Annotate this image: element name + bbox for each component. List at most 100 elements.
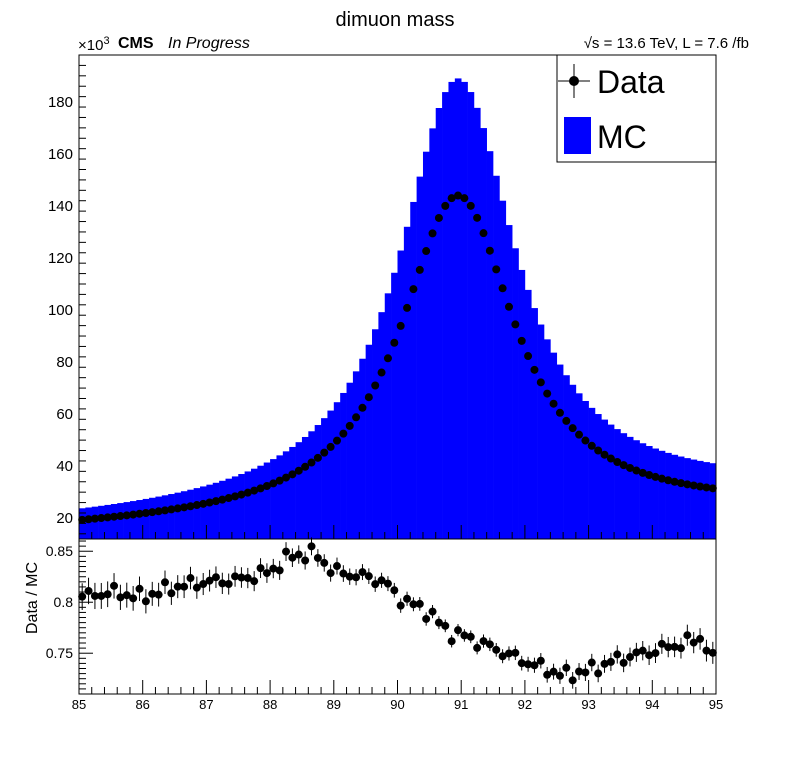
- data-point: [307, 458, 316, 467]
- ratio-point: [282, 542, 291, 562]
- ratio-point: [122, 582, 131, 608]
- ratio-point: [160, 570, 169, 595]
- data-point: [84, 515, 93, 524]
- data-point: [504, 302, 513, 311]
- mc-bar: [620, 433, 628, 539]
- mc-bar: [308, 431, 315, 539]
- ratio-point: [275, 560, 284, 580]
- ratio-point: [205, 569, 214, 592]
- mc-bar: [352, 371, 360, 539]
- ratio-point: [199, 573, 208, 596]
- ratio-point: [485, 637, 494, 652]
- ratio-point: [352, 569, 361, 586]
- mc-bar: [416, 176, 424, 539]
- ratio-point: [415, 597, 424, 611]
- data-point: [396, 321, 405, 330]
- ratio-point: [632, 642, 641, 662]
- data-point: [256, 484, 265, 493]
- mc-bar: [359, 358, 366, 539]
- ratio-point: [313, 549, 322, 567]
- ratio-point: [619, 653, 628, 673]
- data-point: [269, 479, 278, 488]
- legend-data-marker: [558, 64, 590, 98]
- mc-bar: [289, 446, 296, 539]
- data-point: [224, 494, 233, 503]
- ratio-point: [377, 572, 386, 588]
- data-point: [447, 194, 456, 203]
- mc-bar: [219, 480, 226, 539]
- mc-bar: [461, 81, 468, 540]
- ratio-point: [626, 647, 635, 667]
- ratio-point: [211, 566, 220, 588]
- data-point: [555, 408, 564, 417]
- mc-bar: [187, 489, 194, 539]
- ratio-point: [237, 567, 246, 588]
- data-point: [345, 421, 354, 430]
- mc-bar: [384, 293, 392, 539]
- mc-bar: [129, 501, 137, 539]
- mc-bar: [155, 496, 163, 539]
- main-plot: 20 40 60 80 100 120 140 160 180: [48, 54, 717, 540]
- mc-bar: [301, 436, 309, 539]
- mc-bar: [391, 272, 398, 539]
- data-point: [454, 191, 463, 200]
- data-point: [683, 480, 692, 489]
- data-point: [243, 488, 252, 497]
- ratio-point: [498, 649, 507, 664]
- data-point: [428, 229, 437, 238]
- data-point: [517, 336, 526, 345]
- data-point: [90, 514, 99, 523]
- data-point: [294, 466, 303, 475]
- data-point: [301, 462, 310, 471]
- mc-bar: [665, 452, 672, 539]
- ratio-plot: 0.75 0.8 0.85 85 86 87 88 89 90 91 92 93 94 95: [46, 537, 723, 712]
- ratio-point: [555, 667, 564, 684]
- mc-bar: [442, 92, 449, 539]
- mc-bar: [499, 200, 507, 539]
- ratio-point: [594, 664, 603, 683]
- chart-title: dimuon mass: [336, 9, 455, 31]
- ratio-point: [543, 666, 552, 683]
- mc-bar: [658, 450, 666, 539]
- status-label: In Progress: [168, 35, 250, 52]
- data-point: [434, 213, 443, 222]
- data-point: [154, 507, 163, 516]
- mc-bar: [117, 503, 124, 539]
- ratio-point: [645, 645, 654, 666]
- ratio-point: [524, 656, 533, 672]
- mc-bar: [435, 108, 443, 539]
- mc-bar: [677, 456, 685, 539]
- ratio-point: [581, 663, 590, 682]
- mc-bar: [212, 482, 220, 539]
- data-point: [141, 509, 150, 518]
- ratio-point: [294, 545, 303, 564]
- mc-bar: [601, 419, 609, 539]
- mc-bar: [327, 410, 335, 539]
- data-point: [167, 505, 176, 514]
- ratio-point: [696, 628, 705, 650]
- ratio-point: [218, 572, 227, 595]
- legend-data-label: Data: [597, 64, 665, 100]
- mc-bar: [582, 400, 589, 539]
- ratio-point: [479, 634, 488, 648]
- data-point: [371, 381, 380, 390]
- data-point: [543, 389, 552, 398]
- ratio-point: [180, 575, 189, 599]
- y-tick-label: 100: [48, 302, 73, 319]
- mc-bar: [340, 392, 347, 539]
- ratio-point: [129, 585, 138, 611]
- mc-bar: [422, 151, 430, 539]
- mc-bar: [276, 455, 284, 539]
- data-point: [708, 484, 717, 493]
- ratio-point: [262, 563, 271, 583]
- mc-bar: [403, 226, 411, 539]
- ratio-point: [154, 582, 163, 607]
- data-point: [600, 450, 609, 459]
- ratio-point: [587, 653, 596, 672]
- data-point: [632, 466, 641, 475]
- data-point: [587, 441, 596, 450]
- ratio-y-tick-label: 0.85: [46, 543, 73, 559]
- ratio-point: [708, 641, 717, 664]
- mc-bar: [321, 418, 328, 539]
- ratio-y-tick-label: 0.75: [46, 645, 73, 661]
